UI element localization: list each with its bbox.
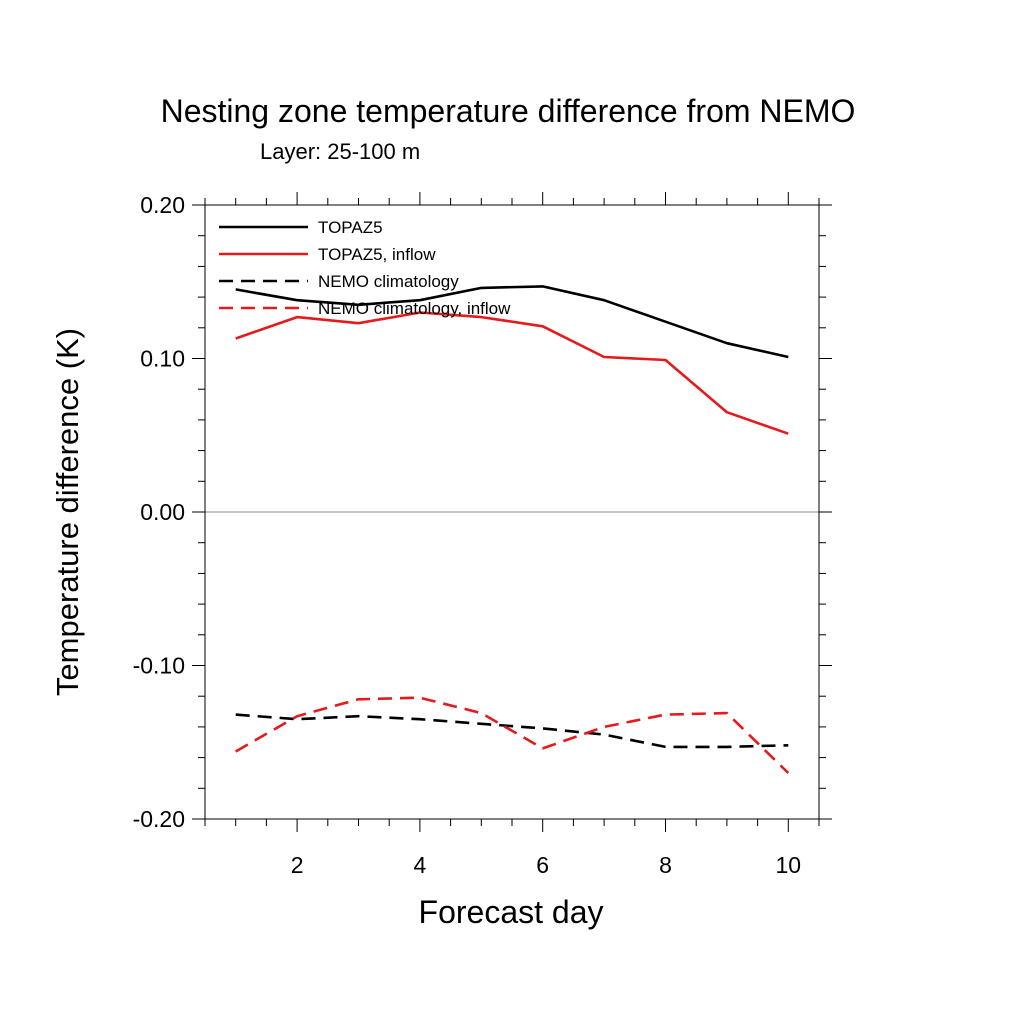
series-line-3 <box>235 713 789 749</box>
chart-title: Nesting zone temperature difference from… <box>161 93 856 129</box>
y-tick-label: 0.00 <box>140 499 185 525</box>
y-tick-label: -0.20 <box>133 806 185 832</box>
legend-label: TOPAZ5 <box>318 218 383 237</box>
x-tick-label: 6 <box>536 852 549 878</box>
y-axis-label: Temperature difference (K) <box>50 328 85 696</box>
x-tick-label: 10 <box>776 852 802 878</box>
legend-label: TOPAZ5, inflow <box>318 245 436 264</box>
y-tick-label: 0.10 <box>140 346 185 372</box>
y-tick-label: -0.10 <box>133 653 185 679</box>
legend: TOPAZ5 TOPAZ5, inflow NEMO climatology NEMO… <box>219 218 511 318</box>
x-tick-label: 8 <box>659 852 672 878</box>
series-line-4 <box>235 696 790 774</box>
y-tick-label: 0.20 <box>140 192 185 218</box>
chart-subtitle: Layer: 25-100 m <box>260 139 420 164</box>
x-tick-label: 2 <box>291 852 304 878</box>
x-tick-label: 4 <box>414 852 427 878</box>
series-line-1 <box>235 285 789 359</box>
legend-label: NEMO climatology <box>318 272 459 291</box>
series-line-2 <box>235 311 789 435</box>
legend-label: NEMO climatology, inflow <box>318 299 511 318</box>
x-axis-label: Forecast day <box>419 894 604 930</box>
